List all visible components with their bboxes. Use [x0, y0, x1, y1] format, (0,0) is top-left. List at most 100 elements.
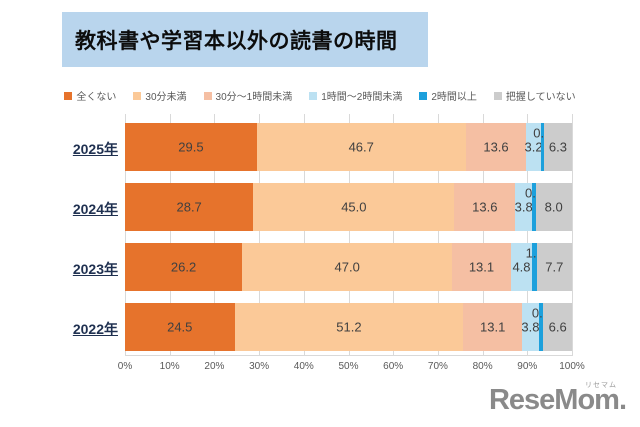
bar-row: 28.7 45.0 13.6 3.8 0.8 8.0 — [125, 183, 572, 231]
bar-segment — [515, 183, 533, 231]
bar-value-label: 3.8 — [514, 199, 533, 215]
chart-title: 教科書や学習本以外の読書の時間 — [62, 12, 428, 67]
legend-label: 全くない — [76, 92, 117, 103]
resemom-logo-text: ReseMom. — [488, 384, 627, 416]
bar-value-label: 45.0 — [341, 199, 367, 215]
legend-swatch-icon — [493, 91, 502, 100]
bar-segment — [538, 303, 543, 351]
legend-item: 30分未満 — [133, 88, 187, 103]
category-label: 2022年 — [72, 321, 118, 337]
gridline — [169, 114, 171, 355]
bar-segment — [542, 303, 572, 351]
bar-value-label: 3.2 — [524, 139, 543, 155]
bar-value-label: 13.1 — [480, 319, 506, 335]
bar-segment — [463, 303, 522, 351]
bar-value-label: 13.6 — [483, 139, 509, 155]
legend: 全くない 30分未満 30分～1時間未満 1時間～2時間未満 2時間以上 把握していない — [0, 88, 640, 103]
category-label: 2025年 — [72, 141, 118, 157]
x-axis-tick-label: 50% — [338, 361, 359, 372]
x-axis-line — [125, 355, 573, 356]
bar-value-label: 7.7 — [545, 259, 564, 275]
x-axis-tick-label: 60% — [383, 361, 404, 372]
bar-segment — [465, 123, 527, 171]
bar-value-label: 13.1 — [468, 259, 495, 275]
bar-segment — [125, 123, 257, 171]
bar-value-label: 6.6 — [548, 319, 567, 335]
legend-label: 2時間以上 — [431, 92, 477, 103]
bar-segment — [452, 243, 511, 291]
x-axis-tick-label: 100% — [559, 361, 585, 372]
bar-value-label: 6.3 — [548, 139, 567, 155]
bar-value-label: 26.2 — [170, 259, 197, 275]
x-axis-tick-label: 40% — [293, 361, 314, 372]
legend-item: 把握していない — [493, 88, 576, 103]
legend-label: 30分～1時間未満 — [215, 92, 293, 103]
x-axis-tick-label: 30% — [249, 361, 270, 372]
bar-segment — [256, 123, 466, 171]
bar-value-label: 8.0 — [544, 199, 563, 215]
bar-value-label: 13.6 — [472, 199, 498, 215]
bar-value-label: 46.7 — [348, 139, 374, 155]
legend-label: 1時間～2時間未満 — [321, 92, 403, 103]
bar-segment — [526, 123, 541, 171]
bar-value-label: 29.5 — [178, 139, 204, 155]
x-axis-tick-label: 0% — [117, 361, 133, 372]
bar-value-label: 3.8 — [521, 319, 540, 335]
bar-segment — [454, 183, 516, 231]
legend-item: 全くない — [64, 88, 116, 103]
gridline — [214, 114, 216, 355]
bar-segment — [537, 243, 572, 291]
bar-segment — [532, 243, 538, 291]
legend-swatch-icon — [203, 91, 212, 100]
bar-segment — [510, 243, 533, 291]
legend-swatch-icon — [309, 91, 318, 100]
bar-segment — [125, 243, 243, 291]
x-axis-tick-label: 70% — [427, 361, 448, 372]
gridline — [303, 114, 305, 355]
bar-value-label: 28.7 — [176, 199, 202, 215]
bar-segment — [125, 183, 254, 231]
x-axis-tick-label: 80% — [472, 361, 493, 372]
bar-segment — [125, 303, 235, 351]
bar-row: 29.5 46.7 13.6 3.2 0.7 6.3 — [125, 123, 572, 171]
gridline — [572, 114, 573, 355]
bar-segment — [234, 303, 464, 351]
category-label: 2023年 — [72, 261, 118, 277]
bar-segment — [253, 183, 455, 231]
gridline — [437, 114, 439, 355]
x-axis-tick-label: 20% — [204, 361, 225, 372]
gridline — [348, 114, 350, 355]
bar-segment — [543, 123, 572, 171]
category-label: 2024年 — [72, 201, 118, 217]
bar-segment — [540, 123, 544, 171]
bar-value-label: 4.8 — [512, 259, 531, 275]
gridline — [527, 114, 529, 355]
legend-label: 30分未満 — [145, 92, 187, 103]
bar-value-label: 24.5 — [167, 319, 193, 335]
x-axis-tick-label: 10% — [159, 361, 180, 372]
legend-swatch-icon — [64, 91, 73, 100]
legend-item: 1時間～2時間未満 — [309, 88, 402, 103]
bar-segment — [532, 183, 536, 231]
resemom-logo-subtext: リセマム — [585, 382, 617, 389]
bar-segment — [242, 243, 453, 291]
legend-label: 把握していない — [505, 92, 576, 103]
legend-item: 30分～1時間未満 — [203, 88, 293, 103]
legend-swatch-icon — [419, 91, 428, 100]
bar-segment — [535, 183, 572, 231]
bar-row: 26.2 47.0 13.1 4.8 1.1 7.7 — [125, 243, 572, 291]
gridline — [125, 114, 126, 355]
legend-item: 2時間以上 — [419, 88, 477, 103]
gridline — [259, 114, 261, 355]
bar-value-label: 51.2 — [336, 319, 362, 335]
gridline — [393, 114, 395, 355]
legend-swatch-icon — [133, 91, 142, 100]
bar-row: 24.5 51.2 13.1 3.8 0.9 6.6 — [125, 303, 572, 351]
bar-value-label: 47.0 — [334, 259, 360, 275]
gridline — [482, 114, 484, 355]
resemom-logo: ReseMom. リセマム — [488, 382, 627, 416]
x-axis-tick-label: 90% — [517, 361, 538, 372]
bar-segment — [521, 303, 539, 351]
